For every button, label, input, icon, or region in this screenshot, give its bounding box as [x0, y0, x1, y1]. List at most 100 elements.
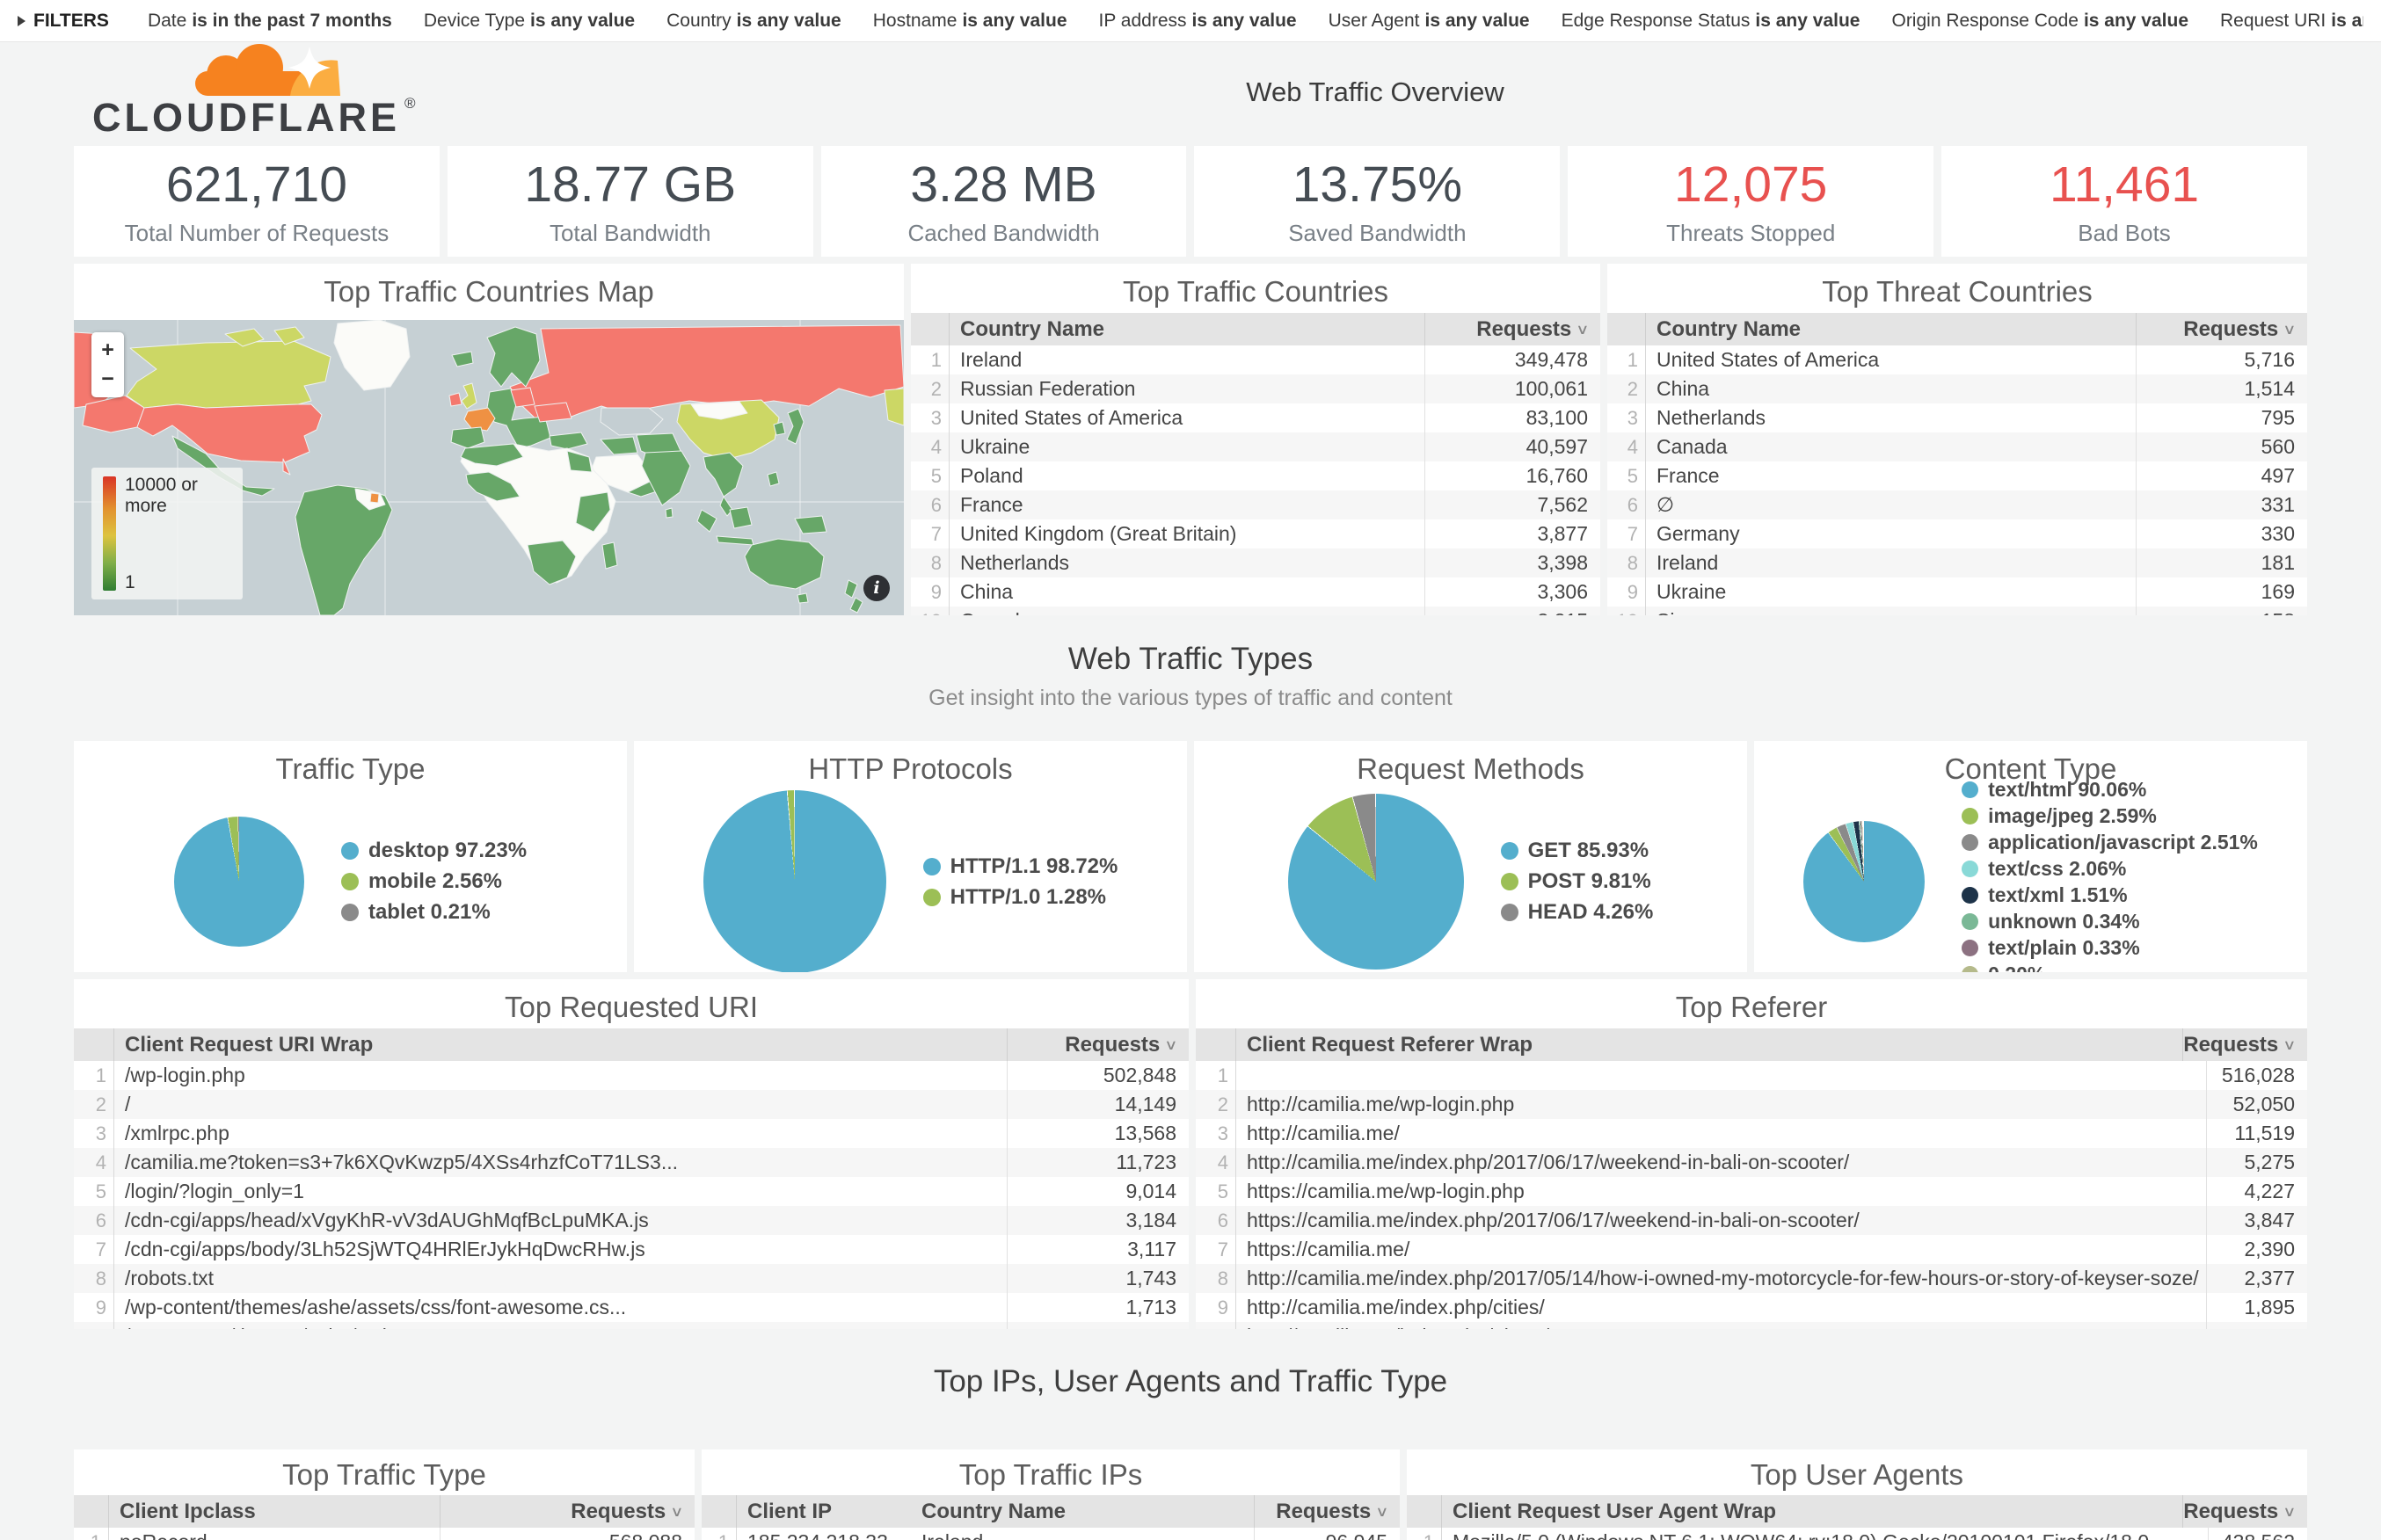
world-map[interactable]: + − 10000 or more 1 i: [74, 320, 904, 615]
table-row[interactable]: 7 Germany 330: [1607, 519, 2307, 548]
cell-requests: 158: [2136, 607, 2307, 615]
table-row[interactable]: 7/cdn-cgi/apps/body/3Lh52SjWTQ4HRlErJykH…: [74, 1235, 1189, 1264]
country-poland: [510, 387, 535, 408]
column-header-requests[interactable]: Requests ∨: [440, 1495, 695, 1528]
legend-label: text/html 90.06%: [1988, 777, 2147, 801]
filter-pill[interactable]: IP address is any value: [1099, 11, 1297, 32]
cell-requests: 3,847: [2206, 1206, 2307, 1235]
row-rank: 1: [911, 345, 950, 374]
table-row[interactable]: 3/xmlrpc.php 13,568: [74, 1119, 1189, 1148]
filter-pill[interactable]: Origin Response Code is any value: [1891, 11, 2188, 32]
column-header-requests[interactable]: Requests ∨: [2182, 1028, 2307, 1061]
table-row[interactable]: 10/wp-content/themes/ashe/style.css?ver=…: [74, 1322, 1189, 1329]
country-south-africa: [527, 540, 577, 585]
country-ukraine: [534, 402, 572, 423]
table-row[interactable]: 7 United Kingdom (Great Britain) 3,877: [911, 519, 1600, 548]
column-header-requests[interactable]: Requests ∨: [1007, 1028, 1189, 1061]
table-row[interactable]: 4 http://camilia.me/index.php/2017/06/17/…: [1196, 1148, 2307, 1177]
table-row[interactable]: 1Mozilla/5.0 (Windows NT 6.1; WOW64; rv:…: [1407, 1528, 2307, 1540]
filters-toggle[interactable]: FILTERS: [18, 11, 109, 32]
table-row[interactable]: 2 China 1,514: [1607, 374, 2307, 403]
uri-referer-row: Top Requested URI Client Request URI Wra…: [74, 979, 2307, 1329]
table-row[interactable]: 5/login/?login_only=1 9,014: [74, 1177, 1189, 1206]
row-rank: 1: [1196, 1061, 1236, 1090]
table-row[interactable]: 6 https://camilia.me/index.php/2017/06/17…: [1196, 1206, 2307, 1235]
map-info-icon[interactable]: i: [863, 575, 890, 601]
row-rank: 3: [1196, 1119, 1236, 1148]
cell-text: France: [1657, 464, 1720, 487]
table-row[interactable]: 8/robots.txt 1,743: [74, 1264, 1189, 1293]
legend-item: GET 85.93%: [1500, 839, 1654, 863]
table-row[interactable]: 10Canada3,215: [911, 607, 1600, 615]
table-row[interactable]: 6 France 7,562: [911, 490, 1600, 519]
column-header-country-name: Country Name: [1657, 316, 1802, 341]
filter-pill[interactable]: Device Type is any value: [424, 11, 635, 32]
top-requested-uri-table: Client Request URI Wrap Requests ∨ 1/wp-log…: [74, 1028, 1189, 1329]
table-row[interactable]: 7 https://camilia.me/2,390: [1196, 1235, 2307, 1264]
row-rank: 3: [1607, 403, 1646, 432]
row-rank: 3: [911, 403, 950, 432]
zoom-in-button[interactable]: +: [101, 338, 114, 362]
cell-requests: 1,713: [1007, 1293, 1189, 1322]
filter-pill[interactable]: User Agent is any value: [1329, 11, 1530, 32]
request-methods-pie-chart[interactable]: [1287, 794, 1464, 970]
table-row[interactable]: 1 United States of America 5,716: [1607, 345, 2307, 374]
table-row[interactable]: 2 / 14,149: [74, 1090, 1189, 1119]
table-row[interactable]: 9/wp-content/themes/ashe/assets/css/font…: [74, 1293, 1189, 1322]
table-row[interactable]: 1 Ireland 349,478: [911, 345, 1600, 374]
table-row[interactable]: 5 Poland 16,760: [911, 461, 1600, 490]
traffic-type-pie-chart[interactable]: [173, 817, 304, 947]
legend-item: text/css 2.06%: [1962, 857, 2258, 881]
table-row[interactable]: 9 China 3,306: [911, 578, 1600, 607]
table-row[interactable]: 4/camilia.me?token=s3+7k6XQvKwzp5/4XSs4r…: [74, 1148, 1189, 1177]
content-type-pie-chart[interactable]: [1803, 821, 1926, 942]
table-row[interactable]: 3 http://camilia.me/11,519: [1196, 1119, 2307, 1148]
zoom-out-button[interactable]: −: [101, 367, 114, 391]
filters-expand-icon: [18, 15, 25, 26]
table-row[interactable]: 5 https://camilia.me/wp-login.php 4,227: [1196, 1177, 2307, 1206]
table-row[interactable]: 8 Netherlands 3,398: [911, 548, 1600, 578]
table-row[interactable]: 10http://camilia.me/index.php/about/1,47…: [1196, 1322, 2307, 1329]
table-row[interactable]: 1 516,028: [1196, 1061, 2307, 1090]
column-header-requests[interactable]: Requests ∨: [2182, 1495, 2307, 1528]
table-row[interactable]: 1noRecord568,088: [74, 1528, 695, 1540]
table-row[interactable]: 9 Ukraine 169: [1607, 578, 2307, 607]
top-user-agents-table: Client Request User Agent WrapRequests∨1…: [1407, 1495, 2307, 1540]
table-row[interactable]: 9 http://camilia.me/index.php/cities/1,89…: [1196, 1293, 2307, 1322]
pie-wrap: HTTP/1.1 98.72% HTTP/1.0 1.28%: [634, 790, 1187, 972]
filter-pill[interactable]: Date is in the past 7 months: [148, 11, 392, 32]
column-header-requests[interactable]: Requests ∨: [2136, 313, 2307, 345]
table-row[interactable]: 3 Netherlands 795: [1607, 403, 2307, 432]
table-row[interactable]: 8 http://camilia.me/index.php/2017/05/14/…: [1196, 1264, 2307, 1293]
cell-text: /: [125, 1093, 131, 1115]
table-row[interactable]: 1185.234.218.33Ireland96,945: [702, 1528, 1400, 1540]
filter-pill[interactable]: Edge Response Status is any value: [1562, 11, 1860, 32]
http-protocols-pie-chart[interactable]: [703, 790, 886, 972]
table-header: Client Ipclass Requests ∨: [74, 1495, 695, 1528]
table-row[interactable]: 4 Ukraine 40,597: [911, 432, 1600, 461]
row-rank: 3: [74, 1119, 114, 1148]
country-mongolia: [690, 401, 748, 420]
cell-text: https://camilia.me/: [1247, 1238, 1410, 1260]
filter-pill[interactable]: Hostname is any value: [873, 11, 1067, 32]
table-row[interactable]: 10Singapore158: [1607, 607, 2307, 615]
filter-pill[interactable]: Country is any value: [666, 11, 841, 32]
table-row[interactable]: 3 United States of America 83,100: [911, 403, 1600, 432]
table-row[interactable]: 6/cdn-cgi/apps/head/xVgyKhR-vV3dAUGhMqfB…: [74, 1206, 1189, 1235]
legend-label: application/javascript 2.51%: [1988, 830, 2258, 854]
table-row[interactable]: 5 France 497: [1607, 461, 2307, 490]
table-row[interactable]: 2 Russian Federation 100,061: [911, 374, 1600, 403]
table-row[interactable]: 8 Ireland 181: [1607, 548, 2307, 578]
cell-text: http://camilia.me/index.php/2017/05/14/h…: [1247, 1267, 2199, 1289]
top-traffic-countries-map-panel: Top Traffic Countries Map: [74, 264, 904, 615]
table-row[interactable]: 4 Canada 560: [1607, 432, 2307, 461]
column-header-requests[interactable]: Requests ∨: [1424, 313, 1600, 345]
kpi-label: Threats Stopped: [1666, 220, 1836, 246]
table-row[interactable]: 2 http://camilia.me/wp-login.php 52,050: [1196, 1090, 2307, 1119]
cell-requests: 3,184: [1007, 1206, 1189, 1235]
table-row[interactable]: 6 ∅ 331: [1607, 490, 2307, 519]
table-row[interactable]: 1/wp-login.php 502,848: [74, 1061, 1189, 1090]
column-header-requests[interactable]: Requests ∨: [1254, 1495, 1400, 1528]
